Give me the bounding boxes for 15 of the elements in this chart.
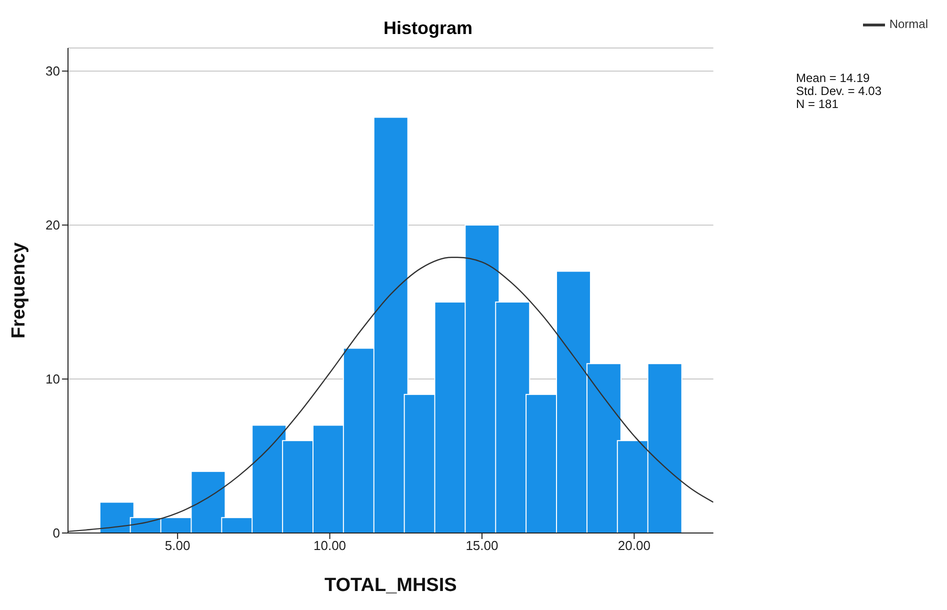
x-axis-title: TOTAL_MHSIS [324,575,457,596]
y-axis-title: Frequency [8,242,30,339]
chart-title: Histogram [382,18,474,39]
x-tick-label: 20.00 [618,538,650,554]
y-tick-label: 20 [46,218,60,233]
y-tick-label: 0 [52,526,60,541]
text: Std. Dev. = 4.03 [796,84,882,98]
x-tick-label: 15.00 [466,538,498,554]
y-tick-label: 30 [46,64,60,79]
legend-label: Normal [889,17,928,32]
y-tick-label: 10 [46,372,60,387]
x-tick-label: 10.00 [314,538,346,554]
x-tick-label: 5.00 [164,538,190,554]
text: Mean = 14.19 [796,71,871,85]
text: N = 181 [796,97,840,111]
